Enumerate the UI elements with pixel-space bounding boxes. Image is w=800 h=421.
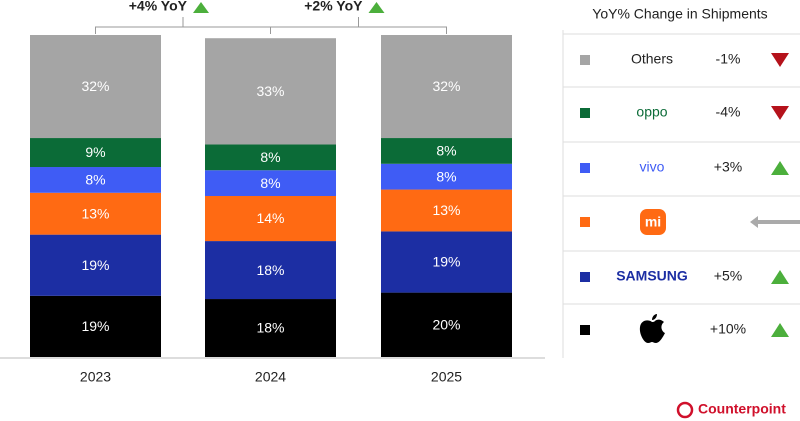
annotation-bracket bbox=[270, 17, 447, 34]
bar-segment bbox=[381, 292, 512, 357]
data-label: 33% bbox=[256, 83, 284, 99]
data-label: 18% bbox=[256, 320, 284, 336]
bar-segment bbox=[30, 192, 161, 235]
bar-segment bbox=[381, 231, 512, 293]
bar-segment bbox=[30, 167, 161, 193]
bar-segment bbox=[30, 35, 161, 139]
data-label: 32% bbox=[432, 78, 460, 94]
bar-segment bbox=[205, 38, 336, 145]
data-label: 8% bbox=[260, 175, 280, 191]
bar-segment bbox=[205, 170, 336, 196]
legend-label: Others bbox=[631, 51, 673, 67]
yoy-arrow bbox=[771, 53, 789, 67]
data-label: 19% bbox=[81, 257, 109, 273]
bar-segment bbox=[381, 138, 512, 164]
bar-segment bbox=[205, 241, 336, 300]
x-tick-label: 2023 bbox=[80, 369, 111, 385]
annotation-arrow bbox=[193, 2, 209, 13]
yoy-arrow bbox=[771, 323, 789, 337]
legend-swatch bbox=[580, 217, 590, 227]
data-label: 13% bbox=[81, 205, 109, 221]
legend-logo bbox=[640, 209, 666, 235]
bar-segment bbox=[30, 138, 161, 168]
x-tick-label: 2024 bbox=[255, 369, 286, 385]
bar-segment bbox=[381, 189, 512, 232]
data-label: 8% bbox=[436, 143, 456, 159]
legend-label: vivo bbox=[640, 159, 665, 175]
x-tick-label: 2025 bbox=[431, 369, 462, 385]
legend-label: oppo bbox=[636, 104, 667, 120]
annotation-arrow bbox=[368, 2, 385, 13]
data-label: 18% bbox=[256, 262, 284, 278]
legend-yoy: -1% bbox=[716, 51, 741, 67]
bar-segment bbox=[381, 163, 512, 190]
data-label: 20% bbox=[432, 317, 460, 333]
data-label: 19% bbox=[81, 318, 109, 334]
legend-swatch bbox=[580, 55, 590, 65]
legend-logo bbox=[639, 314, 665, 343]
bar-segment bbox=[30, 295, 161, 357]
annotation: +4% YoY bbox=[129, 0, 188, 14]
bar-segment bbox=[381, 35, 512, 139]
data-label: 13% bbox=[432, 202, 460, 218]
legend-yoy: +3% bbox=[714, 159, 742, 175]
legend-yoy: +5% bbox=[714, 268, 742, 284]
data-label: 14% bbox=[256, 210, 284, 226]
bar-segment bbox=[205, 196, 336, 242]
legend-swatch bbox=[580, 163, 590, 173]
annotation: +2% YoY bbox=[304, 0, 363, 14]
legend-label: mi bbox=[645, 214, 661, 230]
legend-swatch bbox=[580, 325, 590, 335]
legend-yoy: +10% bbox=[710, 321, 746, 337]
legend-swatch bbox=[580, 108, 590, 118]
legend-swatch bbox=[580, 272, 590, 282]
data-label: 32% bbox=[81, 78, 109, 94]
legend-title: YoY% Change in Shipments bbox=[592, 6, 767, 22]
yoy-arrow bbox=[750, 216, 800, 228]
bar-segment bbox=[205, 299, 336, 357]
data-label: 19% bbox=[432, 254, 460, 270]
data-label: 8% bbox=[85, 172, 105, 188]
logo-icon bbox=[676, 401, 694, 419]
data-label: 9% bbox=[85, 144, 105, 160]
data-label: 8% bbox=[260, 149, 280, 165]
yoy-arrow bbox=[771, 106, 789, 120]
data-label: 8% bbox=[436, 168, 456, 184]
legend-yoy: -4% bbox=[716, 104, 741, 120]
source: Counterpoint bbox=[698, 401, 786, 417]
legend-label: SAMSUNG bbox=[616, 268, 688, 284]
yoy-arrow bbox=[771, 161, 789, 175]
source-logo: Counterpoint bbox=[676, 401, 786, 419]
bar-segment bbox=[30, 234, 161, 296]
yoy-arrow bbox=[771, 270, 789, 284]
bar-segment bbox=[205, 144, 336, 171]
